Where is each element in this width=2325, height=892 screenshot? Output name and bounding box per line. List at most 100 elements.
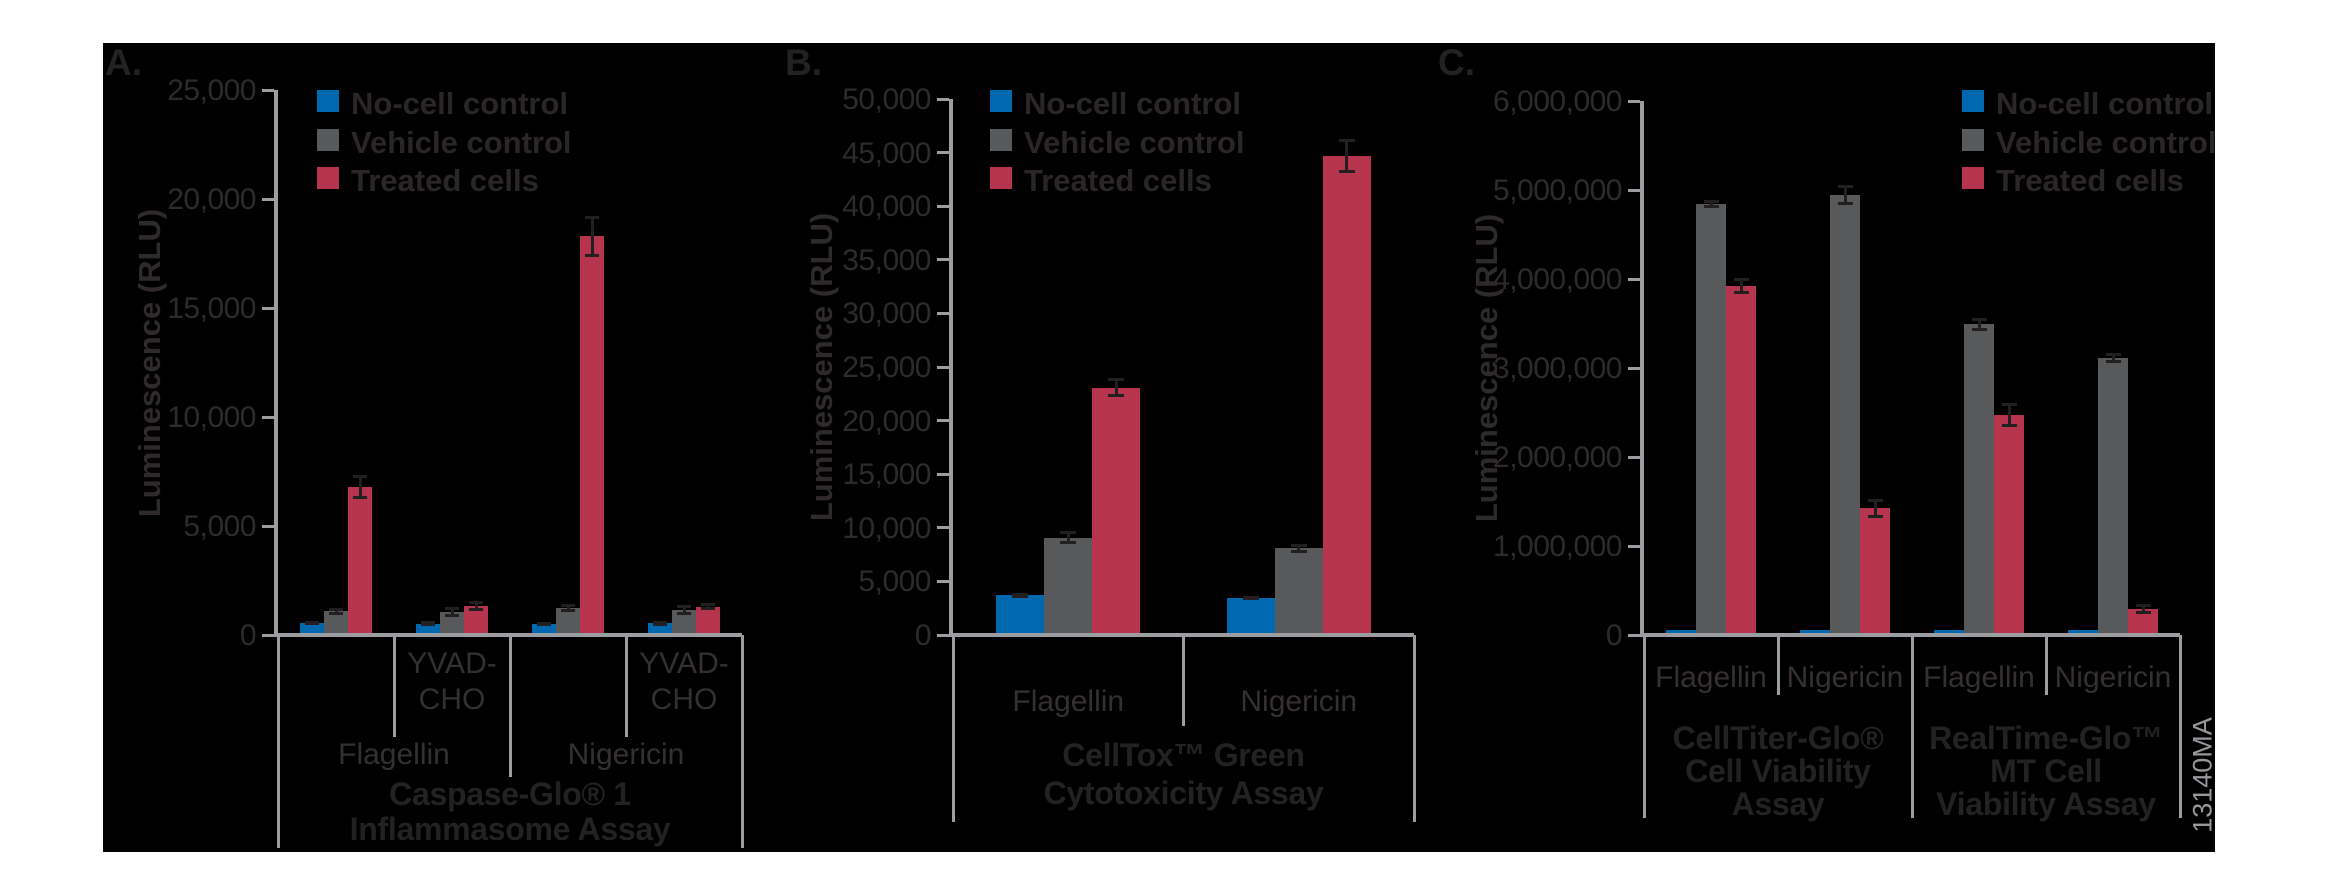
- error-bar-line: [1066, 531, 1070, 544]
- error-bar-cap-top: [1867, 498, 1883, 502]
- y-tick-label: 35,000: [842, 243, 931, 277]
- y-tick-label: 30,000: [842, 297, 931, 331]
- bar-vehicle-control: [1044, 537, 1093, 633]
- bar-vehicle-control: [556, 607, 580, 633]
- error-bar-cap-top: [561, 604, 575, 608]
- error-bar-cap-top: [353, 475, 367, 479]
- bar-treated-cells: [1322, 155, 1371, 633]
- figure-id-code: 13140MA: [2187, 717, 2218, 833]
- y-tick: [262, 197, 274, 201]
- y-tick-label: 6,000,000: [1493, 85, 1622, 118]
- error-bar-cap-bottom: [585, 253, 599, 257]
- error-bar-cap-top: [2135, 603, 2151, 607]
- y-tick: [937, 97, 949, 101]
- bracket-divider: [1910, 635, 1914, 818]
- legend-swatch-vehicle-control: [1962, 129, 1984, 151]
- error-bar-cap-bottom: [1012, 594, 1029, 598]
- legend-label: Treated cells: [1024, 163, 1212, 198]
- y-tick-label: 40,000: [842, 190, 931, 224]
- error-bar-cap-bottom: [561, 608, 575, 612]
- error-bar-cap-top: [1060, 530, 1077, 534]
- assay-title: Cell Viability: [1685, 753, 1871, 789]
- bracket-divider: [1182, 635, 1185, 726]
- error-bar-cap-bottom: [353, 495, 367, 499]
- y-tick-label: 50,000: [842, 83, 931, 116]
- assay-title: Cytotoxicity Assay: [1043, 775, 1324, 811]
- error-bar-line: [1345, 139, 1349, 173]
- y-tick: [262, 415, 274, 419]
- y-axis-title: Luminescence (RLU): [132, 208, 167, 517]
- y-tick: [1628, 99, 1640, 103]
- error-bar-line: [682, 605, 686, 615]
- error-bar-line: [590, 216, 594, 256]
- group-label: Flagellin: [1655, 661, 1767, 694]
- bar-treated-cells: [348, 486, 372, 633]
- error-bar-cap-bottom: [1971, 327, 1987, 331]
- error-bar-line: [566, 605, 570, 611]
- y-tick-label: 0: [239, 619, 257, 652]
- error-bar-cap-bottom: [2105, 359, 2121, 363]
- error-bar-cap-top: [1290, 543, 1307, 547]
- y-tick-label: 25,000: [842, 351, 931, 384]
- error-bar-line: [1977, 318, 1981, 330]
- panel-letter-c: C.: [1438, 42, 1475, 83]
- bar-vehicle-control: [1830, 195, 1860, 633]
- bar-no-cell-control: [1800, 630, 1830, 633]
- legend-swatch-treated-cells: [317, 167, 339, 189]
- legend-swatch-vehicle-control: [317, 129, 339, 151]
- error-bar-cap-bottom: [677, 612, 691, 616]
- group-label: CHO: [418, 683, 486, 716]
- y-tick-label: 1,000,000: [1493, 530, 1622, 563]
- y-tick-label: 0: [914, 619, 932, 652]
- bar-treated-cells: [696, 606, 720, 633]
- error-bar-line: [1739, 278, 1743, 293]
- y-tick: [262, 88, 274, 92]
- y-tick: [1628, 188, 1640, 192]
- error-bar-line: [450, 608, 454, 617]
- x-axis-line: [274, 633, 742, 637]
- error-bar-line: [474, 601, 478, 610]
- x-axis-line: [949, 633, 1414, 637]
- bracket-divider: [1642, 635, 1646, 818]
- legend-swatch-no-cell-control: [317, 90, 339, 112]
- group-label: Flagellin: [1012, 685, 1125, 718]
- error-bar-line: [2007, 404, 2011, 426]
- y-tick-label: 3,000,000: [1493, 352, 1622, 385]
- bracket-divider: [2044, 635, 2048, 695]
- error-bar-cap-top: [1971, 317, 1987, 321]
- legend-label: Vehicle control: [1024, 125, 1245, 160]
- error-bar-cap-top: [305, 620, 319, 624]
- error-bar-cap-top: [537, 621, 551, 625]
- bar-vehicle-control: [440, 612, 464, 633]
- error-bar-cap-bottom: [1733, 291, 1749, 295]
- legend-swatch-treated-cells: [990, 167, 1012, 189]
- y-tick-label: 15,000: [842, 458, 931, 492]
- bar-no-cell-control: [648, 623, 672, 633]
- y-axis-line: [1640, 101, 1644, 635]
- legend-label: Treated cells: [351, 163, 539, 198]
- error-bar-cap-top: [329, 607, 343, 611]
- error-bar-cap-bottom: [2001, 423, 2017, 427]
- group-label: Nigericin: [1786, 661, 1904, 694]
- error-bar-cap-bottom: [1703, 204, 1719, 208]
- bracket-divider: [276, 635, 280, 848]
- bracket-divider: [1776, 635, 1780, 695]
- bar-treated-cells: [1860, 508, 1890, 633]
- y-tick-label: 15,000: [167, 292, 256, 325]
- y-axis-line: [949, 99, 953, 635]
- figure-background: [103, 43, 2215, 852]
- y-tick-label: 45,000: [842, 136, 931, 170]
- error-bar-cap-bottom: [305, 622, 319, 626]
- assay-title: Inflammasome Assay: [349, 811, 671, 847]
- y-tick-label: 5,000,000: [1493, 174, 1622, 207]
- error-bar-cap-bottom: [445, 614, 459, 618]
- error-bar-line: [706, 604, 710, 610]
- assay-title: CellTiter-Glo®: [1672, 720, 1884, 756]
- y-tick: [937, 258, 949, 262]
- y-tick-label: 4,000,000: [1493, 263, 1622, 296]
- error-bar-cap-top: [1703, 200, 1719, 204]
- legend-swatch-treated-cells: [1962, 167, 1984, 189]
- y-tick: [1628, 366, 1640, 370]
